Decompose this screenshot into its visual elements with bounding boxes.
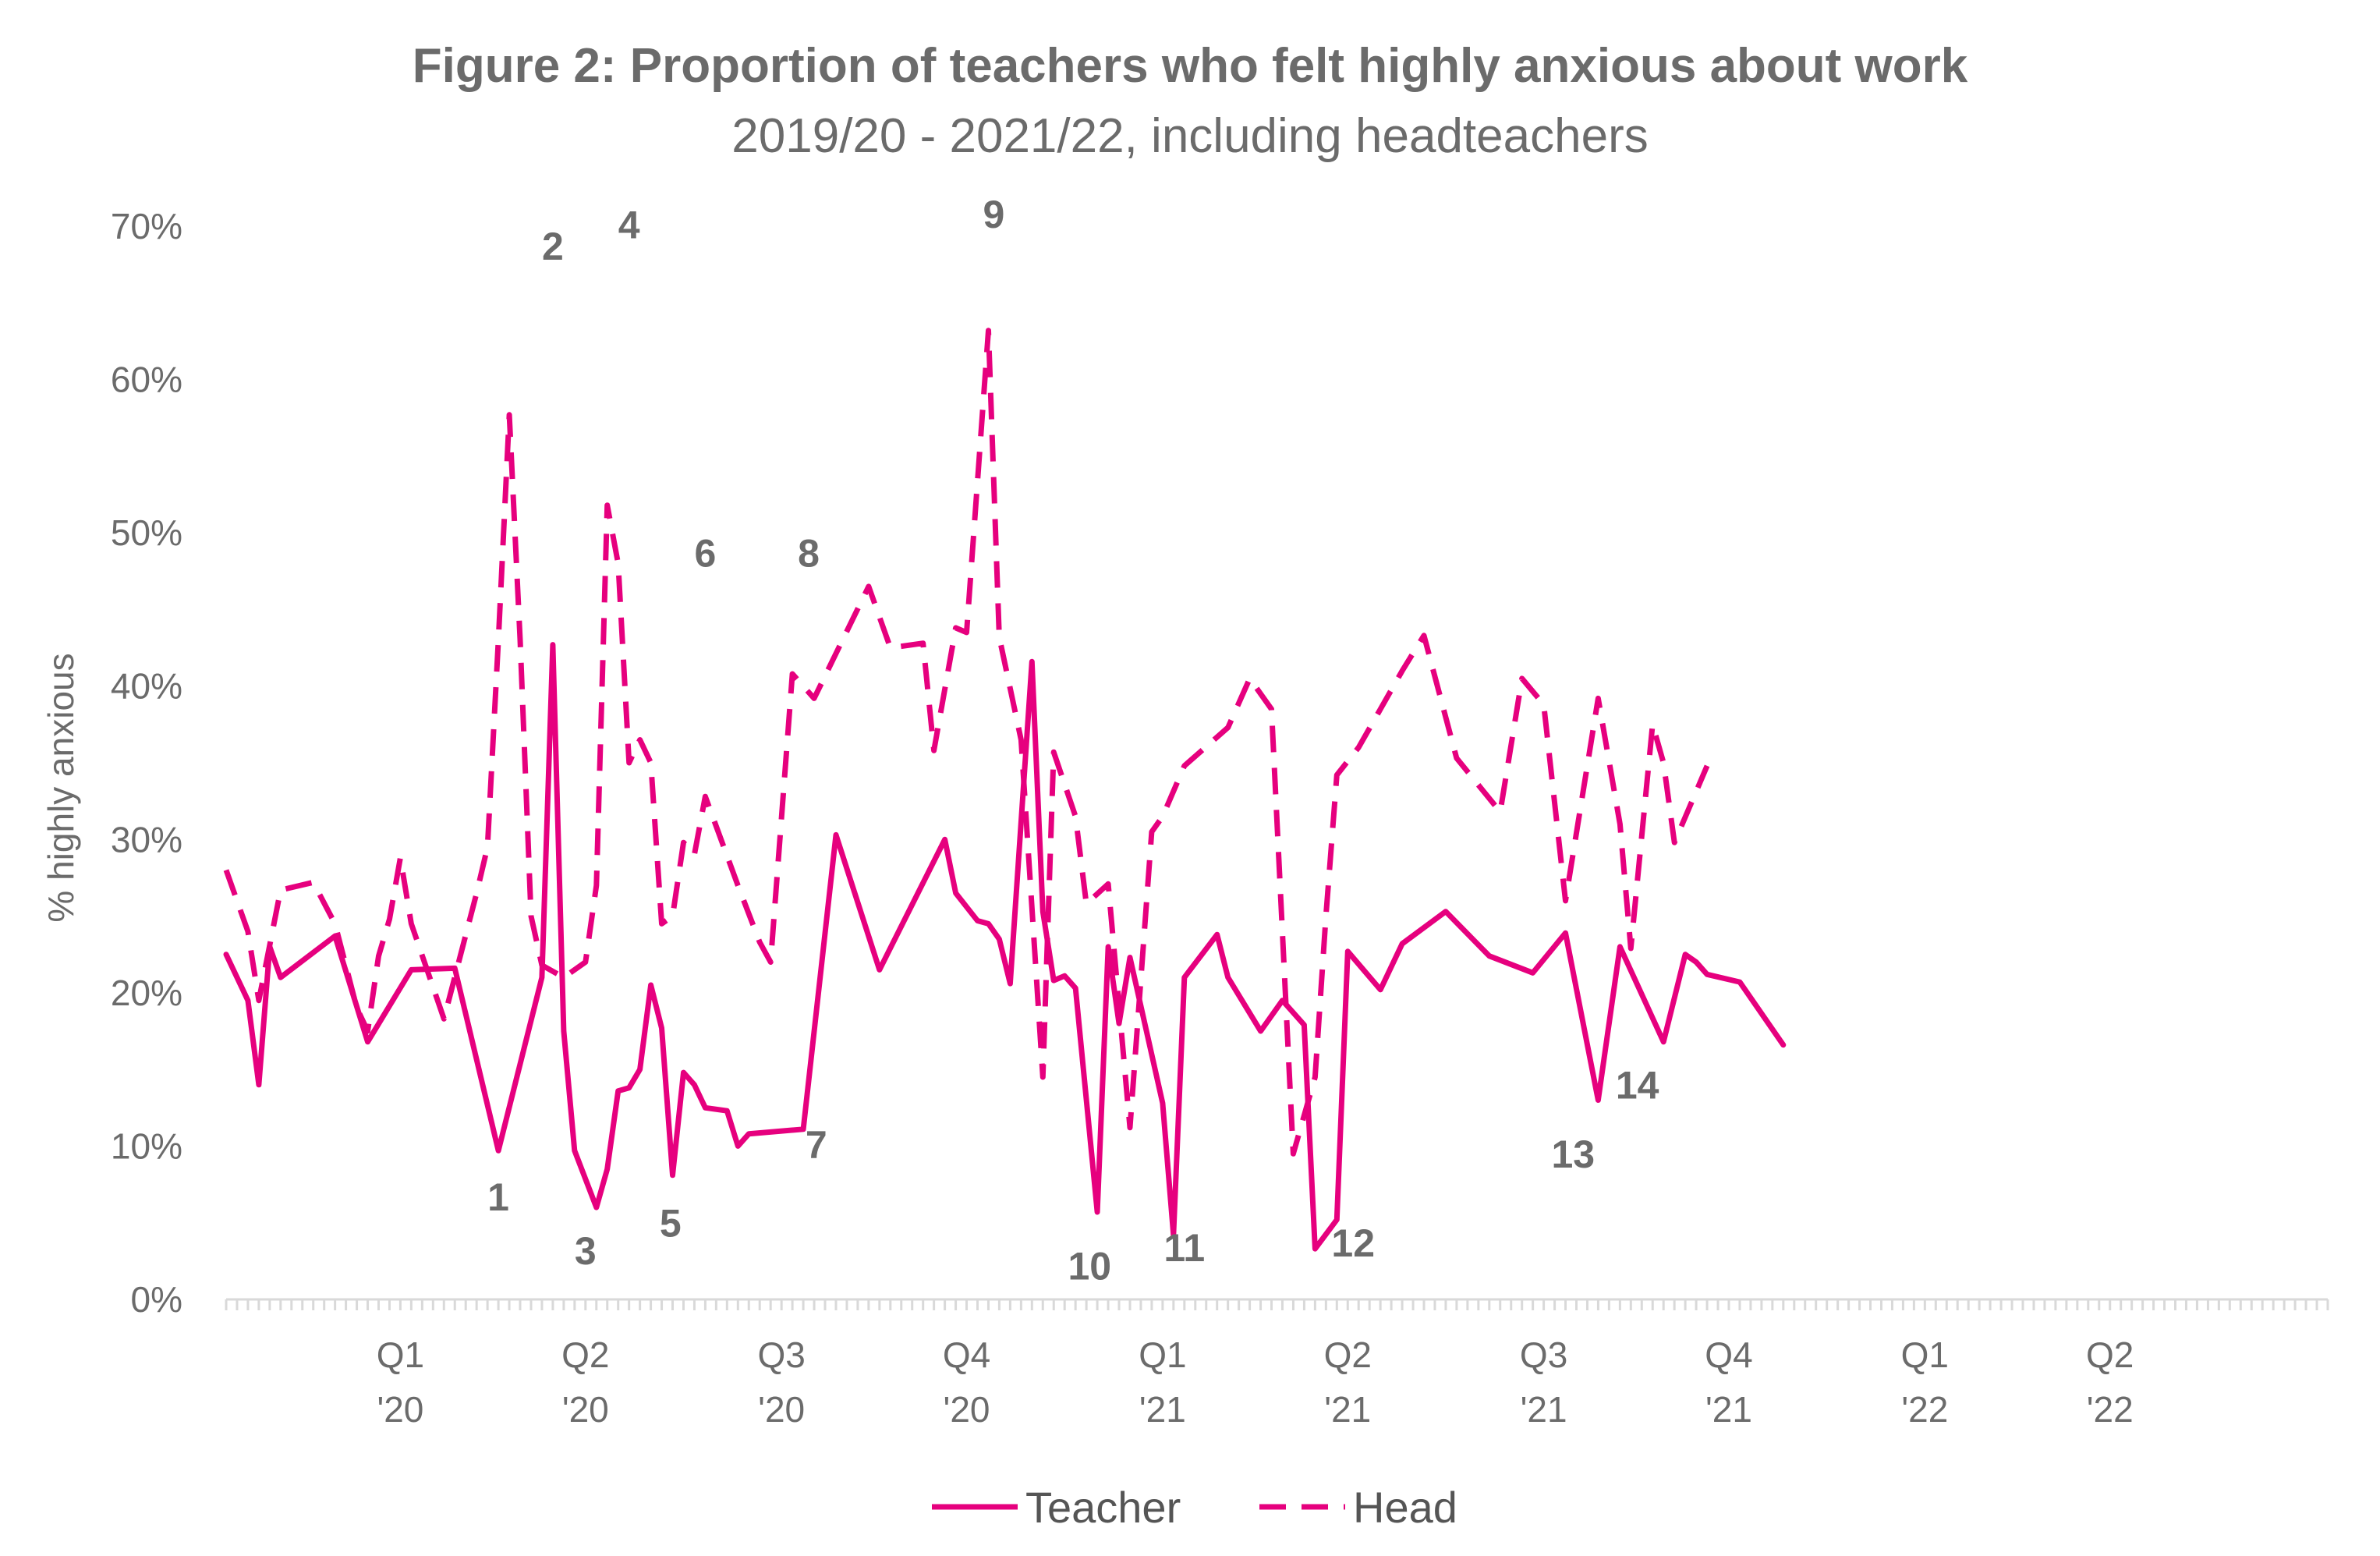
legend: Teacher Head xyxy=(932,1483,1457,1532)
chart-title: Figure 2: Proportion of teachers who fel… xyxy=(413,39,1968,93)
x-tick-label: '20 xyxy=(377,1389,423,1430)
series-layer xyxy=(223,328,1787,1252)
x-tick-label: Q1 xyxy=(1901,1334,1949,1375)
y-tick-label: 40% xyxy=(111,666,182,707)
x-tick-label: '20 xyxy=(758,1389,805,1430)
x-tick-label: '22 xyxy=(2087,1389,2134,1430)
x-tick-label: '20 xyxy=(944,1389,990,1430)
annotation-label: 10 xyxy=(1068,1244,1112,1288)
x-tick-label: '21 xyxy=(1521,1389,1567,1430)
annotation-label: 12 xyxy=(1331,1221,1375,1265)
x-tick-label: '21 xyxy=(1324,1389,1371,1430)
annotation-label: 8 xyxy=(798,531,820,575)
annotation-label: 3 xyxy=(575,1229,597,1273)
y-tick-label: 70% xyxy=(111,206,182,246)
x-tick-label: Q2 xyxy=(1324,1334,1372,1375)
x-tick-label: Q4 xyxy=(943,1334,990,1375)
legend-label: Head xyxy=(1353,1483,1457,1532)
annotation-label: 1 xyxy=(487,1175,509,1219)
x-tick-label: Q4 xyxy=(1705,1334,1752,1375)
y-axis-label: % highly anxious xyxy=(41,653,81,922)
annotation-label: 2 xyxy=(542,225,564,268)
annotation-label: 14 xyxy=(1616,1063,1659,1107)
y-axis-ticks: 0% 10% 20% 30% 40% 50% 60% 70% xyxy=(111,206,182,1320)
y-tick-label: 10% xyxy=(111,1125,182,1166)
x-tick-label: '21 xyxy=(1705,1389,1752,1430)
legend-item-head: Head xyxy=(1259,1483,1457,1532)
annotation-label: 11 xyxy=(1163,1226,1205,1270)
y-tick-label: 20% xyxy=(111,973,182,1013)
annotation-label: 7 xyxy=(806,1123,827,1167)
x-tick-label: Q2 xyxy=(2086,1334,2134,1375)
legend-label: Teacher xyxy=(1025,1483,1181,1532)
x-tick-label: '22 xyxy=(1901,1389,1948,1430)
annotation-label: 6 xyxy=(694,531,716,575)
series-line-head xyxy=(223,328,1710,1157)
series-line-teacher xyxy=(223,642,1787,1252)
x-tick-label: Q1 xyxy=(1139,1334,1186,1375)
x-tick-label: Q2 xyxy=(561,1334,609,1375)
x-tick-label: Q3 xyxy=(1520,1334,1567,1375)
annotation-label: 5 xyxy=(660,1201,682,1245)
x-tick-label: Q3 xyxy=(757,1334,805,1375)
y-tick-label: 50% xyxy=(111,512,182,553)
x-tick-label: '20 xyxy=(562,1389,609,1430)
x-tick-label: Q1 xyxy=(377,1334,424,1375)
y-tick-label: 60% xyxy=(111,360,182,400)
annotation-label: 4 xyxy=(618,204,640,247)
annotation-label: 9 xyxy=(983,193,1005,236)
legend-item-teacher: Teacher xyxy=(932,1483,1181,1532)
y-tick-label: 0% xyxy=(131,1279,182,1320)
x-axis: Q1 '20 Q2 '20 Q3 '20 Q4 '20 Q1 '21 Q2 '21 Q3 '21 Q4 '21… xyxy=(225,1298,2329,1430)
y-tick-label: 30% xyxy=(111,819,182,860)
chart-subtitle: 2019/20 - 2021/22, including headteacher… xyxy=(731,109,1648,163)
annotation-label: 13 xyxy=(1552,1132,1596,1176)
x-tick-label: '21 xyxy=(1139,1389,1186,1430)
